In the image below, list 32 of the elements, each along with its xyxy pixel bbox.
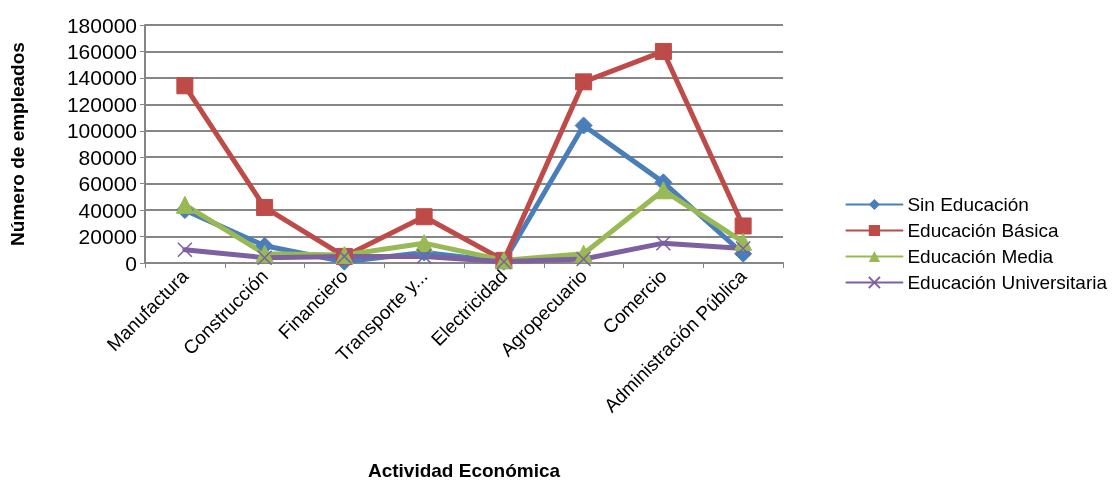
y-tick-label: 160000 [66, 39, 137, 63]
point [416, 248, 432, 265]
point [175, 195, 194, 214]
y-tick-label: 20000 [78, 225, 137, 249]
point [655, 235, 672, 251]
point [735, 240, 751, 257]
x-axis-title: Actividad Económica [367, 460, 561, 481]
legend-label: Sin Educación [907, 194, 1029, 215]
point [415, 234, 434, 253]
point [654, 42, 672, 60]
y-tick-label: 180000 [66, 13, 137, 37]
point [575, 251, 592, 267]
point [256, 249, 273, 266]
point [176, 77, 194, 95]
y-tick-label: 140000 [66, 66, 137, 90]
y-tick-label: 80000 [78, 145, 137, 169]
point [734, 217, 752, 235]
y-tick-label: 120000 [66, 92, 137, 116]
y-tick-label: 40000 [78, 198, 137, 222]
point [575, 73, 593, 91]
y-tick-label: 0 [125, 251, 137, 275]
y-axis-title: Número de empleados [7, 42, 28, 246]
legend-label: Educación Media [907, 246, 1054, 267]
point [654, 181, 673, 200]
point [177, 242, 193, 258]
legend-label: Educación Básica [907, 220, 1059, 241]
point [415, 208, 433, 226]
legend-label: Educación Universitaria [907, 272, 1108, 293]
y-tick-label: 60000 [78, 172, 137, 196]
y-tick-label: 100000 [66, 119, 137, 143]
point [574, 116, 593, 135]
point [256, 198, 274, 216]
